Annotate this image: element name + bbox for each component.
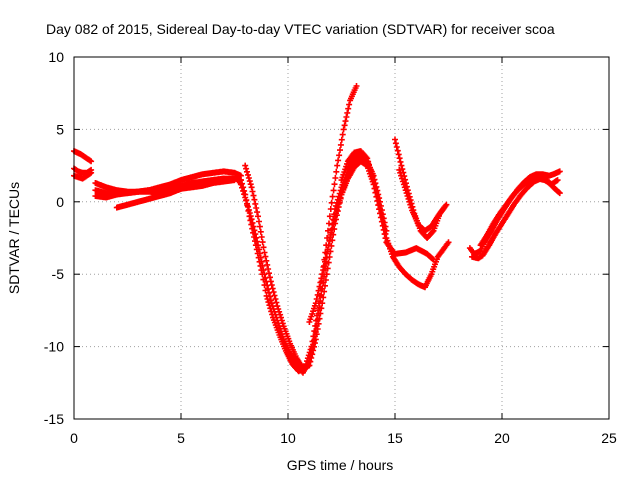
x-tick-label: 25: [601, 430, 617, 446]
series-s10: [242, 155, 390, 372]
x-axis-label: GPS time / hours: [287, 457, 394, 473]
x-tick-label: 10: [280, 430, 296, 446]
series-s14: [396, 166, 448, 234]
marker-trace: [237, 83, 360, 375]
axis-ticks: 0 5 10 15 20 25 -15 -10 -5 0 5 10: [44, 49, 617, 446]
y-tick-label: -10: [44, 339, 64, 355]
grid-lines: [74, 57, 609, 419]
marker-trace: [396, 166, 448, 234]
series-s17: [477, 175, 561, 249]
y-tick-label: 0: [56, 194, 64, 210]
series-s7: [113, 175, 227, 211]
x-tick-label: 0: [70, 430, 78, 446]
series-s11: [306, 158, 437, 325]
plot-frame: [73, 56, 610, 420]
series-s8: [237, 83, 360, 375]
x-tick-label: 5: [177, 430, 185, 446]
x-tick-label: 15: [387, 430, 403, 446]
series-s12: [338, 148, 452, 291]
y-tick-label: -5: [52, 266, 65, 282]
y-tick-label: -15: [44, 411, 64, 427]
marker-trace: [113, 175, 227, 211]
data-points: [71, 83, 563, 376]
y-tick-label: 5: [56, 121, 64, 137]
marker-trace: [306, 158, 437, 325]
y-axis-label: SDTVAR / TECUs: [6, 182, 22, 294]
marker-trace: [338, 148, 452, 291]
marker-trace: [477, 175, 561, 249]
chart-title: Day 082 of 2015, Sidereal Day-to-day VTE…: [46, 21, 555, 37]
x-tick-label: 20: [494, 430, 510, 446]
marker-trace: [242, 155, 390, 372]
y-tick-label: 10: [48, 49, 64, 65]
